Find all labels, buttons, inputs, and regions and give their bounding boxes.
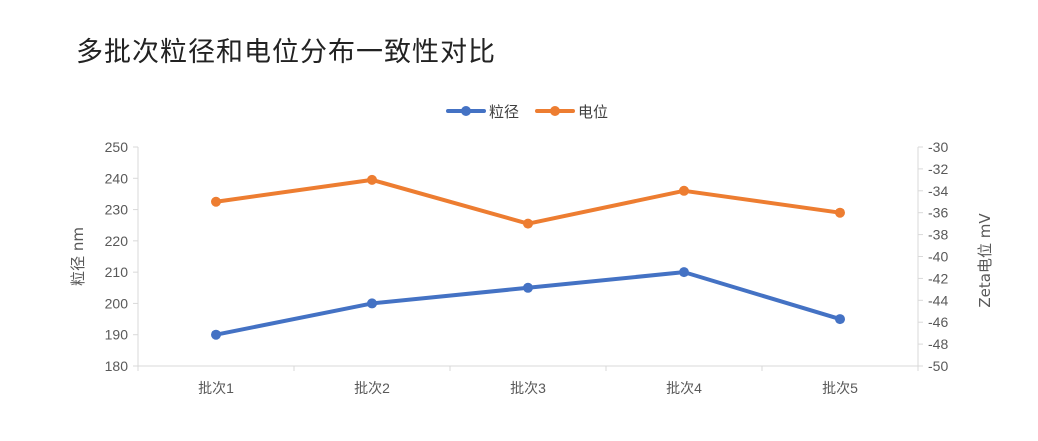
y-right-tick-label: -30 — [928, 139, 948, 155]
y-left-tick-label: 240 — [105, 170, 129, 186]
y-right-tick-label: -32 — [928, 161, 948, 177]
series-layer — [211, 174, 845, 340]
data-point — [679, 267, 689, 278]
chart-title: 多批次粒径和电位分布一致性对比 — [76, 37, 496, 68]
data-point — [835, 314, 845, 325]
y-left-axis-title: 粒径 nm — [69, 227, 87, 286]
axes: 180 190 200 210 220 230 240 250 -50 -48 -46 -44 -42 -… — [69, 139, 994, 396]
data-point — [523, 218, 533, 229]
y-right-tick-label: -38 — [928, 227, 948, 243]
data-point — [835, 207, 845, 218]
data-point — [211, 196, 221, 207]
y-right-tick-label: -50 — [928, 358, 948, 374]
y-left-tick-label: 210 — [105, 264, 129, 280]
y-left-tick-label: 200 — [105, 295, 129, 311]
y-right-tick-label: -46 — [928, 314, 948, 330]
y-right-tick-label: -42 — [928, 270, 948, 286]
x-tick-label: 批次3 — [510, 380, 546, 396]
x-tick-label: 批次4 — [666, 380, 702, 396]
y-right-tick-label: -44 — [928, 292, 948, 308]
data-point — [367, 298, 377, 309]
y-left-tick-label: 190 — [105, 327, 129, 343]
x-tick-label: 批次1 — [198, 380, 234, 396]
y-right-axis-title: Zeta电位 mV — [976, 213, 994, 308]
y-left-tick-label: 250 — [105, 139, 129, 155]
series-line-potential — [214, 177, 842, 226]
x-tick-label: 批次5 — [822, 380, 858, 396]
series-line-size — [214, 270, 842, 337]
y-left-tick-label: 220 — [105, 233, 129, 249]
legend-marker — [550, 106, 560, 116]
y-left-tick-label: 180 — [105, 358, 129, 374]
x-tick-label: 批次2 — [354, 380, 390, 396]
y-right-tick-label: -40 — [928, 249, 948, 265]
data-point — [523, 282, 533, 293]
data-point — [211, 329, 221, 340]
y-right-tick-label: -48 — [928, 336, 948, 352]
data-point — [367, 174, 377, 185]
legend-label: 粒径 — [489, 103, 519, 121]
y-right-tick-label: -36 — [928, 205, 948, 221]
legend-label: 电位 — [578, 103, 608, 121]
legend: 粒径 电位 — [446, 103, 608, 121]
y-right-tick-label: -34 — [928, 183, 948, 199]
data-point — [679, 185, 689, 196]
y-left-tick-label: 230 — [105, 202, 129, 218]
legend-marker — [461, 106, 471, 116]
